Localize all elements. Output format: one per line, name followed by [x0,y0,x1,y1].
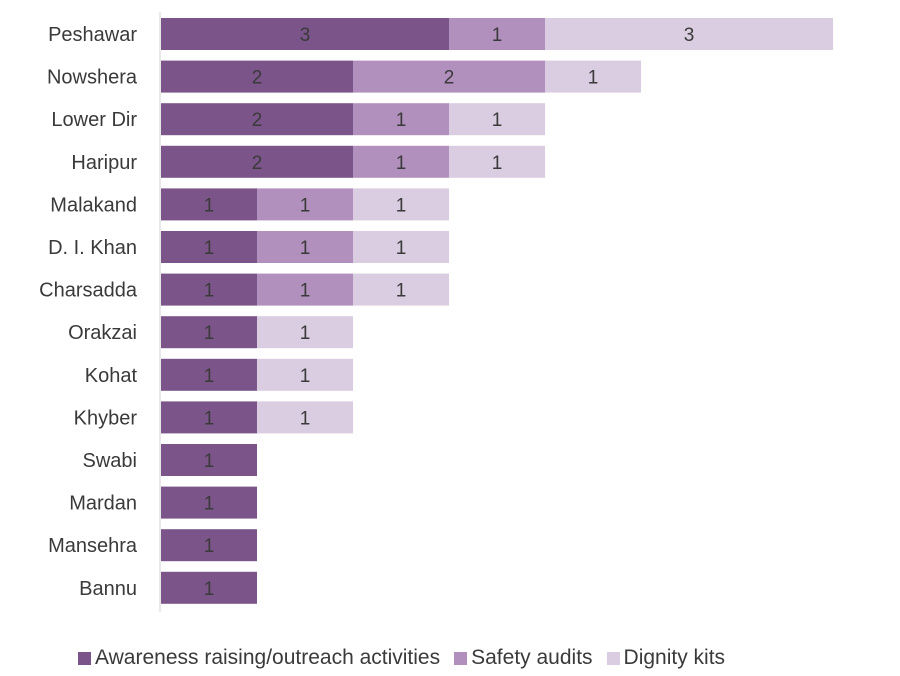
bar-swabi-series-0 [161,444,257,476]
category-label-orakzai: Orakzai [68,322,137,344]
bar-d-i-khan-series-1 [257,231,353,263]
data-label-bannu-series-0: 1 [204,579,215,600]
data-label-nowshera-series-2: 1 [588,68,599,89]
data-label-malakand-series-2: 1 [396,195,407,216]
data-label-lower-dir-series-0: 2 [252,110,263,131]
data-label-malakand-series-1: 1 [300,195,311,216]
bars-group: 3 1 3 2 2 1 2 1 1 2 1 1 1 1 1 1 1 1 1 1 1 1 1 1 1 1 1 1 1 1 1 [161,18,833,604]
data-label-haripur-series-2: 1 [492,153,503,174]
category-label-swabi: Swabi [83,450,137,472]
bar-kohat-series-2 [257,358,353,391]
data-label-mansehra-series-0: 1 [204,536,215,557]
data-label-orakzai-series-2: 1 [300,323,311,344]
bar-mansehra-series-0 [161,529,257,562]
bar-orakzai-series-0 [161,316,257,349]
legend-label-safety-audits: Safety audits [471,646,593,669]
category-labels: Peshawar Nowshera Lower Dir Haripur Malakand… [39,24,138,600]
bar-malakand-series-1 [257,188,353,221]
bar-haripur-series-0 [161,145,353,178]
bar-lower-dir-series-1 [353,103,449,136]
data-label-d-i-khan-series-0: 1 [204,238,215,259]
category-label-bannu: Bannu [79,578,137,600]
category-label-malakand: Malakand [50,194,137,216]
data-label-charsadda-series-1: 1 [300,281,311,302]
category-label-haripur: Haripur [71,152,137,174]
legend-label-awareness: Awareness raising/outreach activities [95,646,441,669]
bar-khyber-series-2 [257,401,353,434]
data-label-malakand-series-0: 1 [204,195,215,216]
bar-peshawar-series-0 [161,18,449,50]
bar-d-i-khan-series-2 [353,231,449,263]
data-label-peshawar-series-1: 1 [492,25,503,46]
bar-charsadda-series-0 [161,273,257,306]
data-label-khyber-series-2: 1 [300,408,311,429]
bar-nowshera-series-0 [161,60,353,93]
bar-peshawar-series-1 [449,18,545,50]
data-label-swabi-series-0: 1 [204,451,215,472]
category-label-d-i-khan: D. I. Khan [48,237,137,259]
data-label-charsadda-series-2: 1 [396,281,407,302]
category-label-nowshera: Nowshera [47,67,138,89]
bar-d-i-khan-series-0 [161,231,257,263]
data-label-kohat-series-0: 1 [204,366,215,387]
category-label-khyber: Khyber [74,407,138,429]
data-label-orakzai-series-0: 1 [204,323,215,344]
stacked-bar-chart: 3 1 3 2 2 1 2 1 1 2 1 1 1 1 1 1 1 1 1 1 1 1 1 1 1 1 1 1 1 1 1 Peshawar… [39,12,833,612]
data-label-lower-dir-series-1: 1 [396,110,407,131]
bar-charsadda-series-1 [257,273,353,306]
category-label-mansehra: Mansehra [48,535,138,557]
data-label-mardan-series-0: 1 [204,494,215,515]
bar-haripur-series-1 [353,145,449,178]
bar-nowshera-series-1 [353,60,545,93]
legend: Awareness raising/outreach activities Sa… [78,646,739,670]
bar-charsadda-series-2 [353,273,449,306]
bar-nowshera-series-2 [545,60,641,93]
legend-swatch-dignity-kits [606,651,620,665]
legend-item-awareness: Awareness raising/outreach activities [78,646,440,670]
category-label-peshawar: Peshawar [48,24,137,46]
bar-lower-dir-series-0 [161,103,353,136]
category-label-mardan: Mardan [69,493,137,515]
bar-malakand-series-2 [353,188,449,221]
data-label-charsadda-series-0: 1 [204,281,215,302]
bar-haripur-series-2 [449,145,545,178]
data-label-nowshera-series-1: 2 [444,68,455,89]
bar-lower-dir-series-2 [449,103,545,136]
legend-swatch-safety-audits [454,651,468,665]
data-label-lower-dir-series-2: 1 [492,110,503,131]
legend-item-dignity-kits: Dignity kits [606,646,726,670]
legend-label-dignity-kits: Dignity kits [623,646,726,669]
bar-bannu-series-0 [161,571,257,604]
bar-mardan-series-0 [161,486,257,519]
data-label-d-i-khan-series-1: 1 [300,238,311,259]
category-label-lower-dir: Lower Dir [51,109,137,131]
data-label-d-i-khan-series-2: 1 [396,238,407,259]
data-label-peshawar-series-2: 3 [684,25,695,46]
data-label-peshawar-series-0: 3 [300,25,311,46]
bar-orakzai-series-2 [257,316,353,349]
data-label-haripur-series-0: 2 [252,153,263,174]
bar-khyber-series-0 [161,401,257,434]
data-label-khyber-series-0: 1 [204,408,215,429]
category-label-kohat: Kohat [85,365,138,387]
legend-swatch-awareness [78,651,91,665]
data-label-kohat-series-2: 1 [300,366,311,387]
bar-malakand-series-0 [161,188,257,221]
category-label-charsadda: Charsadda [39,280,138,302]
data-label-haripur-series-1: 1 [396,153,407,174]
legend-item-safety-audits: Safety audits [454,646,593,670]
bar-peshawar-series-2 [545,18,833,50]
bar-kohat-series-0 [161,358,257,391]
data-label-nowshera-series-0: 2 [252,68,263,89]
